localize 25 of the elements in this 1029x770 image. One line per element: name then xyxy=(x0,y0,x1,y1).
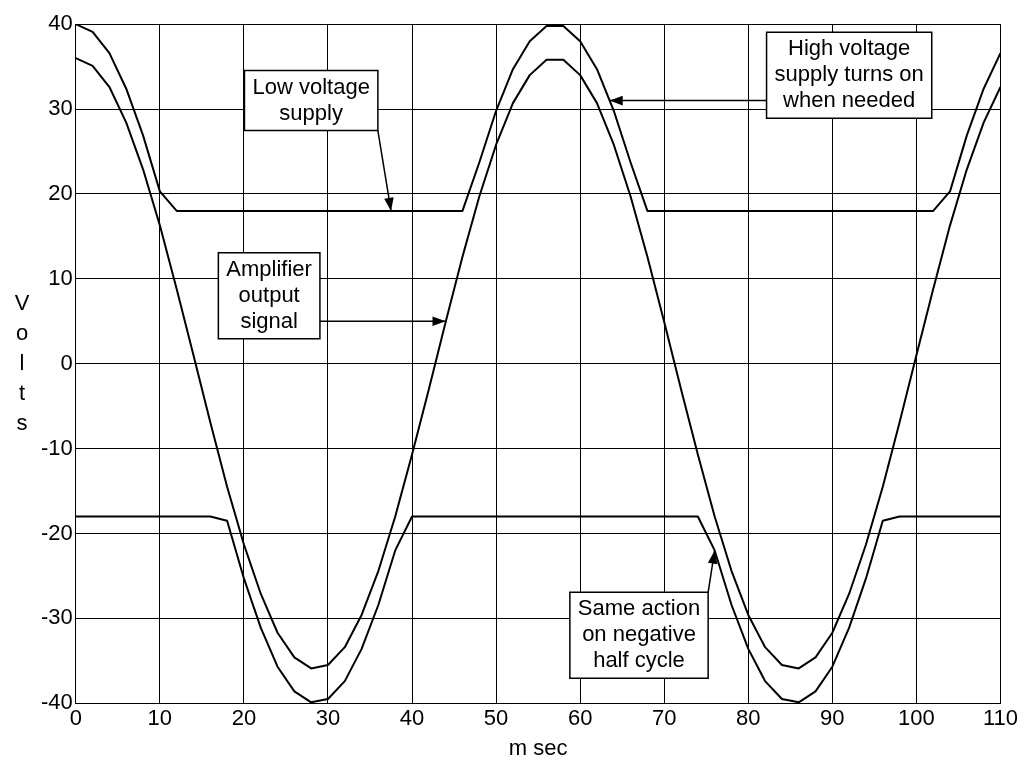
y-tick-label: 0 xyxy=(60,349,73,375)
x-tick-label: 80 xyxy=(736,705,761,731)
y-tick-label: 30 xyxy=(48,95,73,121)
x-tick-label: 10 xyxy=(147,705,173,731)
y-tick-label: 10 xyxy=(48,264,73,290)
y-tick-label: -30 xyxy=(41,604,73,630)
y-tick-label: 40 xyxy=(48,10,73,36)
y-tick-label: 20 xyxy=(48,180,73,206)
x-tick-label: 100 xyxy=(898,705,935,731)
annotation: Low voltage supply xyxy=(252,73,370,125)
x-tick-label: 60 xyxy=(567,705,593,731)
y-tick-label: -10 xyxy=(41,434,73,460)
y-tick-label: -20 xyxy=(41,519,73,545)
annotation: High voltage supply turns on when needed xyxy=(774,35,924,113)
x-tick-label: 90 xyxy=(820,705,845,731)
x-tick-label: 110 xyxy=(982,705,1018,731)
annotation: Amplifier output signal xyxy=(226,255,312,333)
x-tick-label: 20 xyxy=(231,705,257,731)
x-tick-label: 50 xyxy=(483,705,509,731)
annotation: Same action on negative half cycle xyxy=(577,595,701,673)
x-tick-label: 40 xyxy=(399,705,425,731)
x-axis-title: m sec xyxy=(508,734,568,760)
x-tick-label: 70 xyxy=(651,705,677,731)
x-tick-label: 30 xyxy=(315,705,341,731)
y-axis-title: Volts xyxy=(14,289,30,435)
